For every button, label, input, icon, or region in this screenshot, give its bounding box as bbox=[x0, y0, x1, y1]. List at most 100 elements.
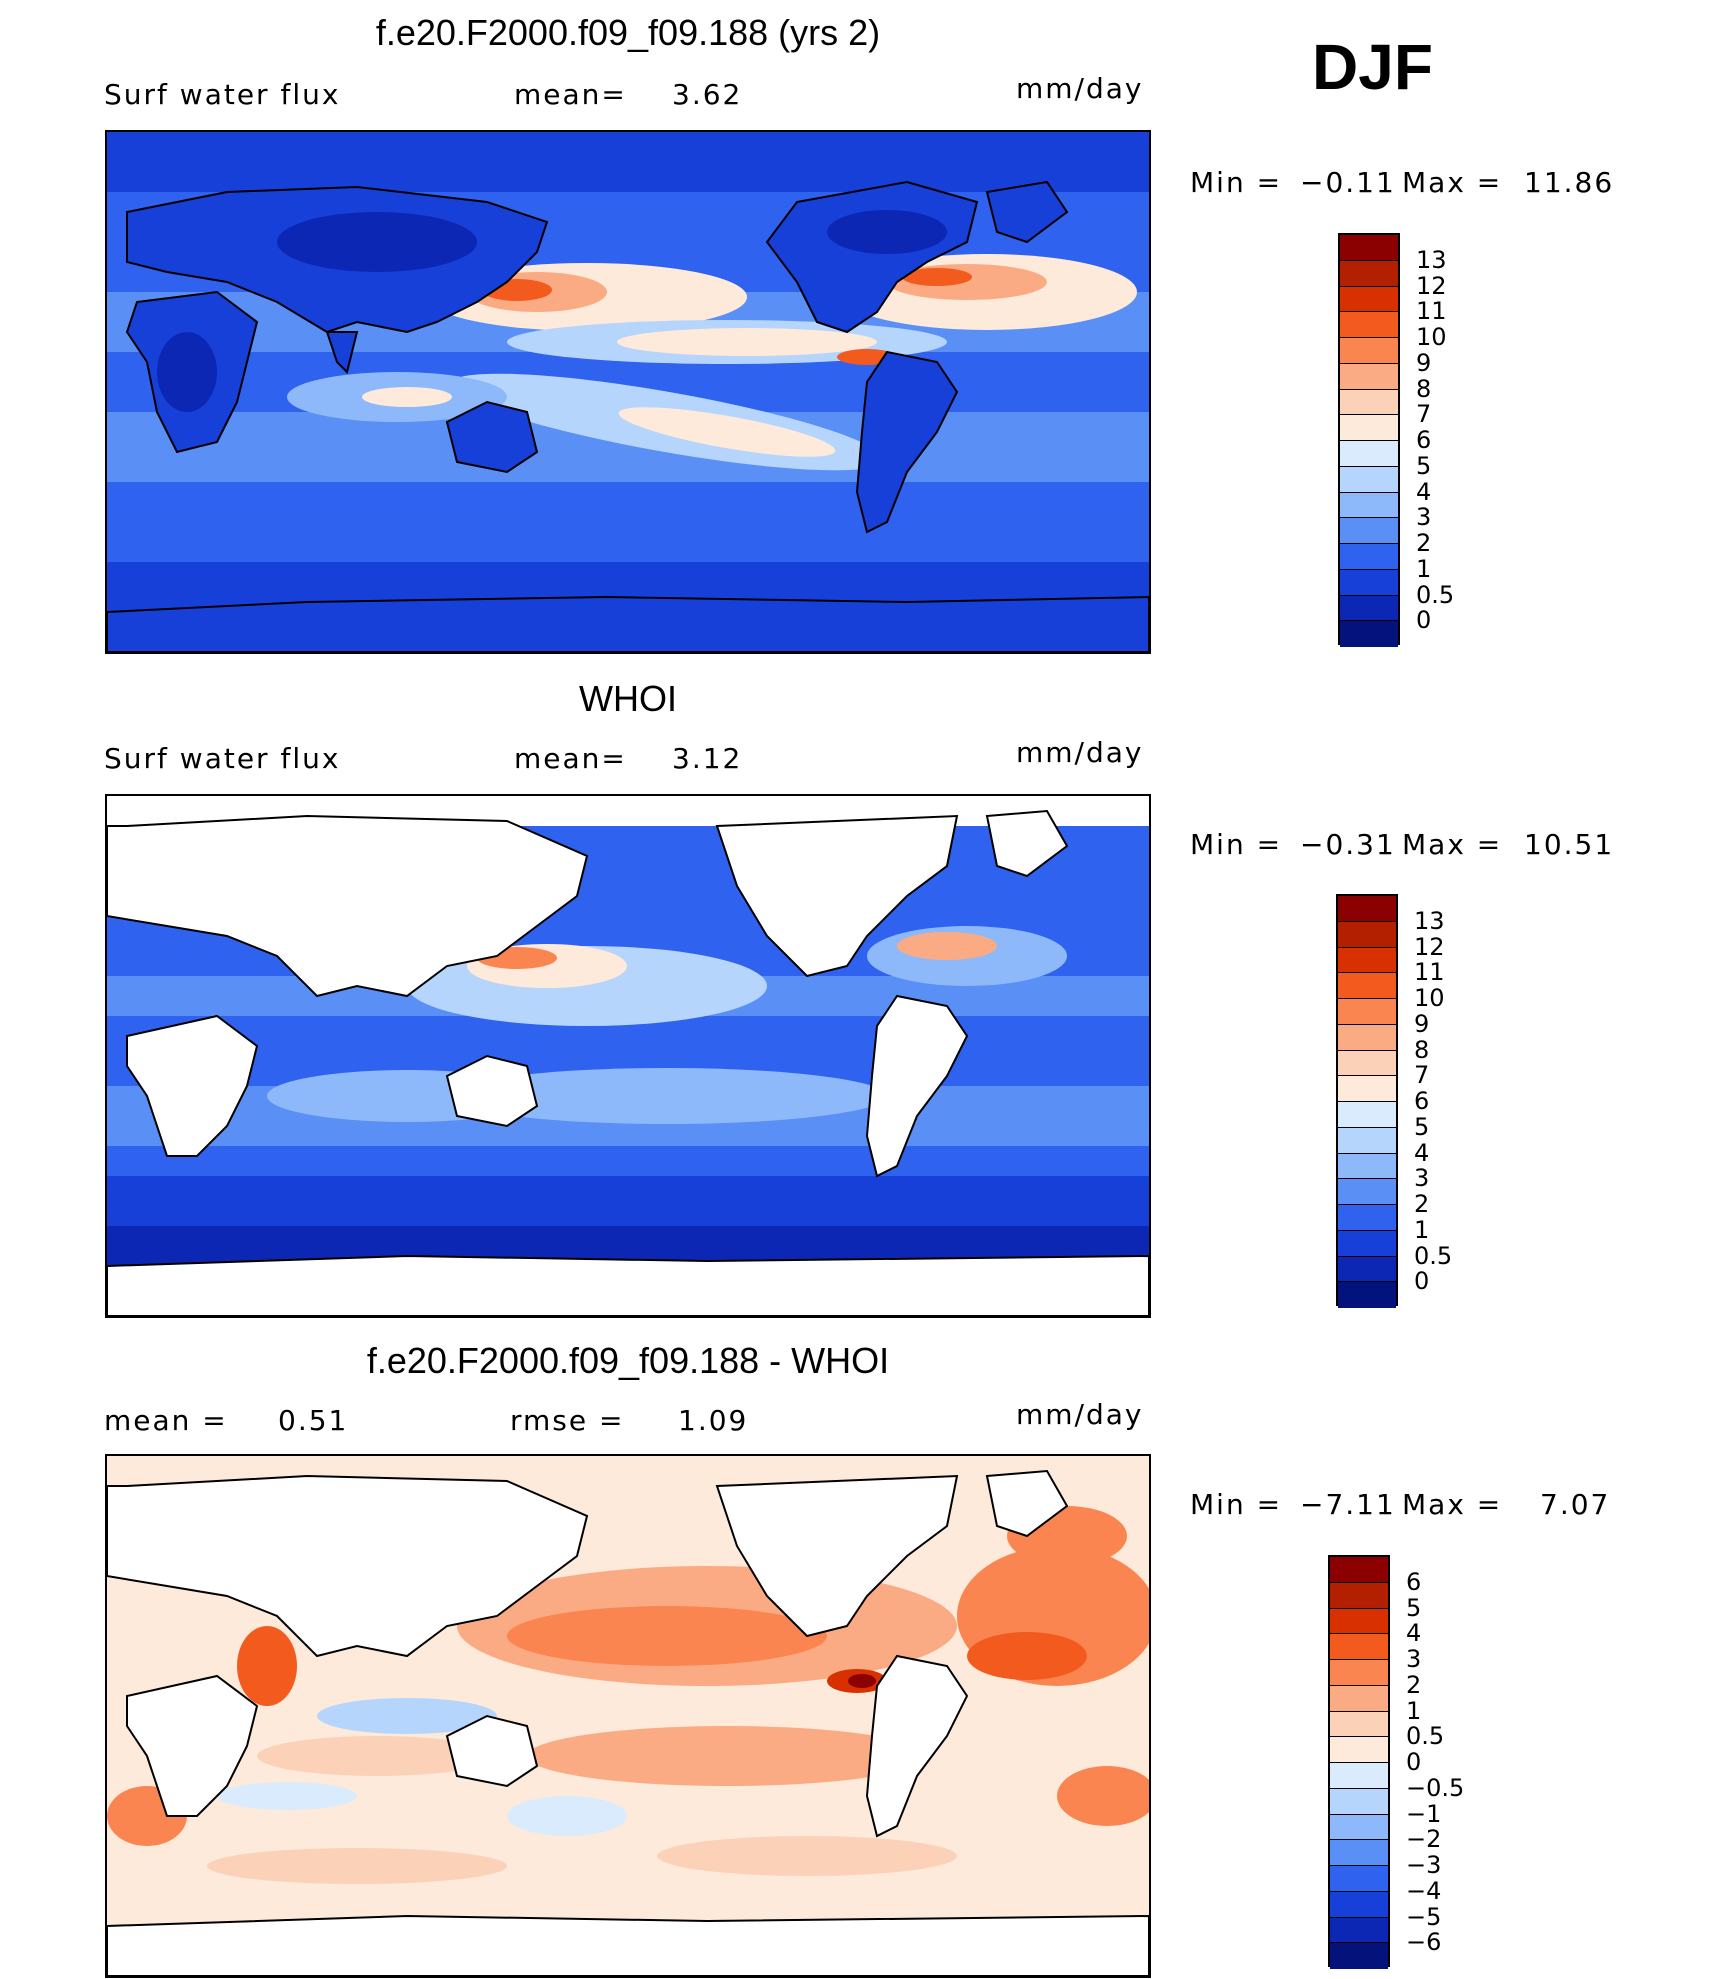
panel-2-map-canvas bbox=[107, 809, 1149, 1316]
colorbar-tick-label: 4 bbox=[1416, 477, 1432, 506]
panel-3-units: mm/day bbox=[1016, 1398, 1144, 1431]
panel-1-min-label: Min = bbox=[1190, 166, 1283, 199]
colorbar-swatch bbox=[1340, 338, 1398, 364]
colorbar-tick-label: −4 bbox=[1406, 1876, 1442, 1905]
colorbar-tick-label: 3 bbox=[1416, 503, 1432, 532]
panel-2-mean-value: 3.12 bbox=[672, 742, 743, 775]
colorbar-swatch bbox=[1340, 621, 1398, 647]
panel-3-max-value: 7.07 bbox=[1540, 1488, 1611, 1521]
colorbar-swatch bbox=[1340, 415, 1398, 441]
panel-3-rmse-label: rmse = bbox=[510, 1404, 625, 1437]
colorbar-tick-label: 13 bbox=[1416, 245, 1447, 274]
panel-3-colorbar: 6 5 4 3 2 1 0.5 0 −0.5 −1 −2 −3 −4 −5 −6 bbox=[1328, 1555, 1464, 1969]
panel-1-title: f.e20.F2000.f09_f09.188 (yrs 2) bbox=[375, 12, 881, 53]
colorbar-swatch bbox=[1338, 1024, 1396, 1051]
colorbar-tick-label: 4 bbox=[1406, 1619, 1422, 1648]
colorbar-tick-label: 2 bbox=[1414, 1190, 1430, 1218]
colorbar-tick-label: 9 bbox=[1414, 1009, 1430, 1038]
panel-2-max-label: Max = bbox=[1402, 828, 1503, 861]
panel-2-title: WHOI bbox=[579, 678, 677, 719]
colorbar-box bbox=[1336, 894, 1398, 1308]
colorbar-tick-label: 6 bbox=[1406, 1567, 1422, 1596]
colorbar-tick-label: −2 bbox=[1406, 1825, 1442, 1854]
panel-2-units: mm/day bbox=[1016, 736, 1144, 769]
colorbar-tick-label: 11 bbox=[1414, 958, 1445, 987]
colorbar-box bbox=[1328, 1555, 1390, 1969]
colorbar-tick-label: 0 bbox=[1406, 1748, 1422, 1776]
colorbar-tick-label: 10 bbox=[1414, 984, 1445, 1012]
colorbar-tick-label: 6 bbox=[1414, 1087, 1430, 1115]
colorbar-tick-label: 6 bbox=[1416, 426, 1432, 454]
colorbar-swatch bbox=[1338, 999, 1396, 1025]
panel-3-min-label: Min = bbox=[1190, 1488, 1283, 1521]
colorbar-tick-label: 1 bbox=[1416, 554, 1432, 583]
colorbar-tick-label: 5 bbox=[1414, 1112, 1430, 1141]
panel-2-min-label: Min = bbox=[1190, 828, 1283, 861]
colorbar-tick-label: −3 bbox=[1406, 1851, 1442, 1879]
colorbar-swatch bbox=[1330, 1711, 1388, 1738]
colorbar-swatch bbox=[1340, 569, 1398, 596]
panel-2-map bbox=[105, 794, 1151, 1318]
panel-1-map bbox=[105, 130, 1151, 654]
colorbar-swatch bbox=[1330, 1917, 1388, 1944]
colorbar-swatch bbox=[1330, 1557, 1388, 1583]
panel-2-colorbar: 13 12 11 10 9 8 7 6 5 4 3 2 1 0.5 0 bbox=[1336, 894, 1452, 1308]
colorbar-tick-label: −5 bbox=[1406, 1902, 1442, 1931]
colorbar-swatch bbox=[1338, 1102, 1396, 1128]
colorbar-swatch bbox=[1340, 492, 1398, 519]
colorbar-tick-label: −0.5 bbox=[1406, 1773, 1465, 1802]
colorbar-tick-label: 11 bbox=[1416, 297, 1447, 326]
panel-2-mean-label: mean= bbox=[514, 742, 627, 775]
colorbar-swatch bbox=[1338, 1050, 1396, 1077]
colorbar-tick-label: 10 bbox=[1416, 323, 1447, 351]
colorbar-swatch bbox=[1338, 1205, 1396, 1231]
colorbar-tick-label: 13 bbox=[1414, 906, 1445, 935]
panel-1-variable-label: Surf water flux bbox=[104, 78, 341, 111]
colorbar-tick-label: 0.5 bbox=[1414, 1241, 1453, 1270]
colorbar-swatch bbox=[1330, 1582, 1388, 1609]
panel-3-rmse-value: 1.09 bbox=[678, 1404, 749, 1437]
panel-1-max-label: Max = bbox=[1402, 166, 1503, 199]
colorbar-tick-label: 1 bbox=[1406, 1696, 1422, 1725]
colorbar-tick-label: 5 bbox=[1416, 451, 1432, 480]
colorbar-swatch bbox=[1338, 1153, 1396, 1180]
colorbar-tick-label: 3 bbox=[1414, 1164, 1430, 1193]
colorbar-swatch bbox=[1338, 921, 1396, 948]
colorbar-tick-label: 0.5 bbox=[1406, 1722, 1445, 1751]
panel-1-units: mm/day bbox=[1016, 72, 1144, 105]
colorbar-swatch bbox=[1330, 1788, 1388, 1815]
colorbar-tick-label: 2 bbox=[1416, 529, 1432, 557]
colorbar-tick-label: 0 bbox=[1414, 1267, 1430, 1296]
colorbar-tick-label: 12 bbox=[1414, 932, 1445, 961]
colorbar-tick-label: 3 bbox=[1406, 1645, 1422, 1673]
colorbar-swatch bbox=[1340, 518, 1398, 544]
colorbar-swatch bbox=[1338, 1179, 1396, 1205]
colorbar-tick-label: 8 bbox=[1416, 374, 1432, 403]
colorbar-swatch bbox=[1330, 1866, 1388, 1892]
panel-2-max-value: 10.51 bbox=[1524, 828, 1615, 861]
colorbar-swatch bbox=[1338, 896, 1396, 922]
colorbar-tick-label: −6 bbox=[1406, 1928, 1442, 1957]
panel-3-mean-label: mean = bbox=[104, 1404, 228, 1437]
colorbar-swatch bbox=[1330, 1608, 1388, 1635]
colorbar-swatch bbox=[1340, 363, 1398, 390]
colorbar-tick-label: 2 bbox=[1406, 1670, 1422, 1699]
colorbar-swatch bbox=[1340, 595, 1398, 622]
colorbar-tick-label: 0.5 bbox=[1416, 580, 1455, 609]
colorbar-swatch bbox=[1330, 1891, 1388, 1918]
panel-1-colorbar: 13 12 11 10 9 8 7 6 5 4 3 2 1 0.5 0 bbox=[1338, 233, 1454, 647]
panel-1-map-canvas bbox=[107, 132, 1149, 652]
colorbar-swatch bbox=[1330, 1737, 1388, 1763]
panel-3-mean-value: 0.51 bbox=[278, 1404, 349, 1437]
colorbar-swatch bbox=[1340, 544, 1398, 570]
colorbar-swatch bbox=[1338, 1230, 1396, 1257]
panel-3-map-canvas bbox=[107, 1456, 1149, 1976]
colorbar-swatch bbox=[1340, 286, 1398, 313]
colorbar-swatch bbox=[1330, 1634, 1388, 1660]
colorbar-box bbox=[1338, 233, 1400, 647]
colorbar-tick-label: −1 bbox=[1406, 1799, 1442, 1828]
panel-3-title: f.e20.F2000.f09_f09.188 - WHOI bbox=[366, 1340, 890, 1381]
colorbar-swatch bbox=[1330, 1685, 1388, 1712]
panel-3-map bbox=[105, 1454, 1151, 1978]
panel-2-min-value: −0.31 bbox=[1300, 828, 1396, 861]
